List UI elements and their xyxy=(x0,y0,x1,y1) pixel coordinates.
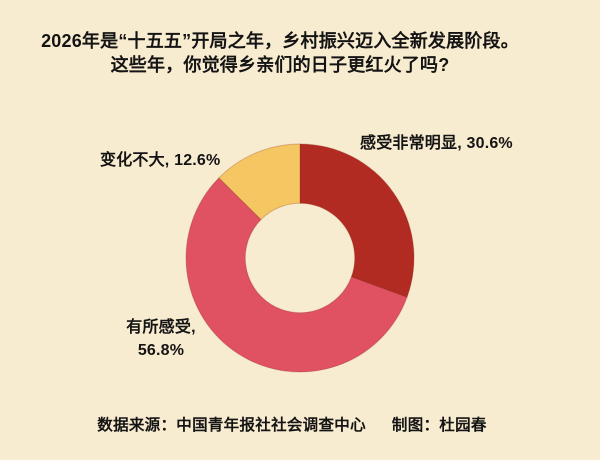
footer: 数据来源：中国青年报社社会调查中心 制图：杜园春 xyxy=(0,413,584,435)
segment-label-ganshou: 有所感受, 56.8% xyxy=(90,316,232,362)
donut-segment-2 xyxy=(185,177,408,373)
chart-title-line-1: 2026年是“十五五”开局之年，乡村振兴迈入全新发展阶段。 xyxy=(41,31,519,51)
segment-label-mingxian: 感受非常明显, 30.6% xyxy=(360,135,513,152)
chart-title-line-2: 这些年，你觉得乡亲们的日子更红火了吗? xyxy=(110,55,450,75)
donut-segment-1 xyxy=(299,143,415,298)
donut-chart xyxy=(185,143,415,373)
credit-text: 制图：杜园春 xyxy=(391,417,487,434)
segment-label-ganshou-line-1: 有所感受, xyxy=(126,319,196,336)
donut-chart-area xyxy=(185,143,415,373)
chart-title: 2026年是“十五五”开局之年，乡村振兴迈入全新发展阶段。 这些年，你觉得乡亲们… xyxy=(0,29,560,77)
segment-label-bianhua: 变化不大, 12.6% xyxy=(100,152,221,169)
donut-segment-3 xyxy=(218,143,301,221)
data-source-text: 数据来源：中国青年报社社会调查中心 xyxy=(97,417,366,434)
segment-label-ganshou-line-2: 56.8% xyxy=(137,342,185,359)
